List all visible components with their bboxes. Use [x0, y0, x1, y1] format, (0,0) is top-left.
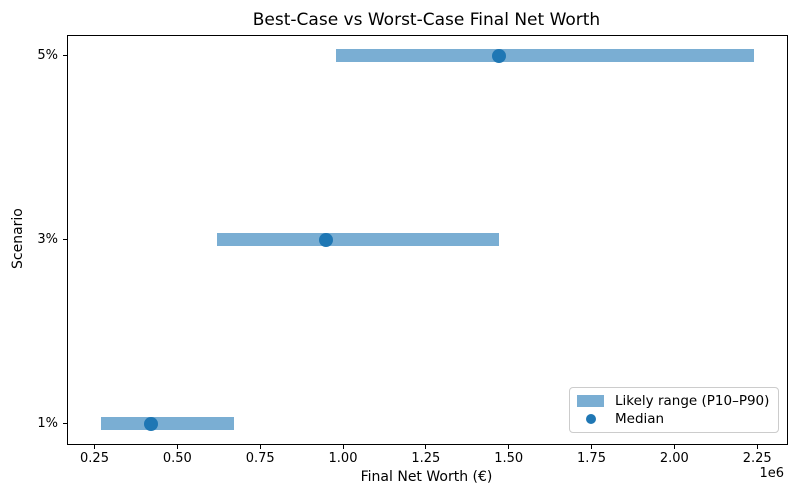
x-tick-mark: [508, 445, 510, 449]
x-tick-mark: [756, 445, 758, 449]
y-tick-label: 3%: [37, 231, 58, 247]
x-tick-label: 1.75: [577, 451, 606, 466]
x-tick-mark: [591, 445, 592, 449]
y-tick-label: 1%: [37, 415, 58, 431]
range-patch-icon: [577, 395, 604, 407]
range-bar: [217, 233, 499, 246]
legend-label-median: Median: [615, 411, 665, 427]
x-tick-label: 2.25: [742, 451, 772, 466]
x-tick-label: 2.00: [659, 451, 689, 466]
y-tick-mark: [63, 55, 67, 56]
median-dot: [319, 232, 334, 247]
median-dot: [491, 48, 506, 63]
y-tick-mark: [63, 239, 67, 240]
legend: Likely range (P10–P90) Median: [569, 387, 779, 433]
x-tick-label: 1.00: [328, 451, 358, 466]
chart-title: Best-Case vs Worst-Case Final Net Worth: [252, 10, 601, 30]
plot-area: 5% 3% 1% 0.25 0.50 0.75 1.00 1.25 1.50 1.75 2.00 2.…: [37, 35, 788, 466]
x-tick-mark: [673, 445, 675, 449]
x-axis-label: Final Net Worth (€): [360, 469, 493, 485]
x-axis-offset-label: 1e6: [759, 466, 784, 481]
median-dot-icon: [586, 414, 596, 424]
x-tick-mark: [342, 445, 344, 449]
range-bar: [336, 49, 754, 62]
legend-entry-median: Median: [577, 410, 771, 428]
x-tick-mark: [176, 445, 178, 449]
range-bar: [101, 417, 234, 431]
x-tick-mark: [425, 445, 427, 449]
y-tick-label: 5%: [37, 47, 58, 63]
median-dot: [143, 416, 158, 431]
legend-label-range: Likely range (P10–P90): [615, 393, 770, 409]
x-tick-label: 1.50: [494, 451, 524, 466]
x-tick-mark: [94, 445, 95, 449]
x-tick-label: 0.25: [80, 451, 109, 466]
legend-entry-range: Likely range (P10–P90): [577, 392, 771, 410]
x-tick-label: 1.25: [411, 451, 441, 466]
x-tick-label: 0.75: [245, 451, 275, 466]
x-tick-label: 0.50: [162, 451, 192, 466]
x-tick-mark: [259, 445, 261, 449]
y-tick-mark: [63, 423, 67, 425]
